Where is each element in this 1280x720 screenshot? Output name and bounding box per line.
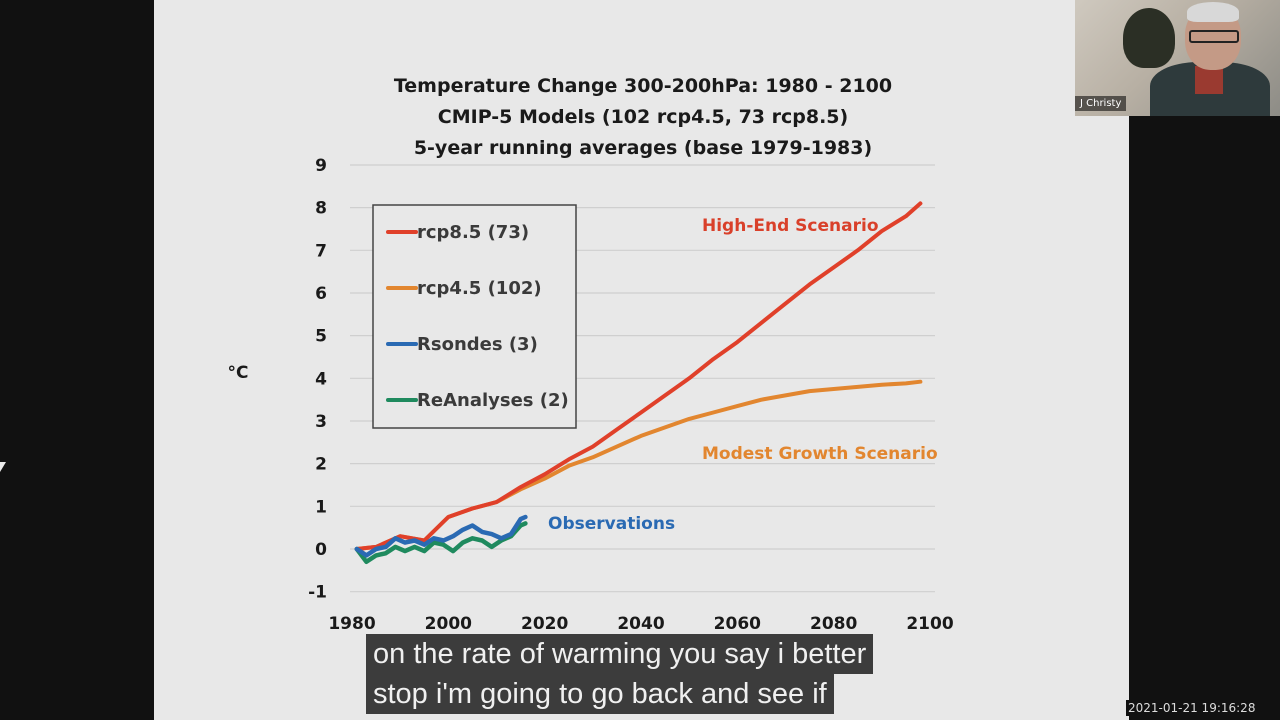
x-tick-label: 2080 <box>810 614 857 634</box>
participant-glasses <box>1189 30 1239 43</box>
legend-item-rcp85: rcp8.5 (73) <box>386 222 529 243</box>
legend-item-reanalyses: ReAnalyses (2) <box>386 390 569 411</box>
chart-legend: rcp8.5 (73) rcp4.5 (102) Rsondes (3) ReA… <box>372 204 577 429</box>
y-tick-label: 2 <box>315 455 327 475</box>
y-tick-label: 1 <box>315 497 327 517</box>
annotation-high-end-scenario: High-End Scenario <box>702 216 879 236</box>
caption-line-1: on the rate of warming you say i better <box>366 634 874 674</box>
chart-subtitle-1: CMIP-5 Models (102 rcp4.5, 73 rcp8.5) <box>438 106 848 128</box>
series-line-rcp85 <box>354 201 923 551</box>
participant-hair <box>1187 2 1239 22</box>
closed-caption: on the rate of warming you say i better … <box>366 634 874 714</box>
x-tick-label: 2040 <box>617 614 664 634</box>
series-line-rsondes <box>354 514 528 558</box>
chart-subtitle-2: 5-year running averages (base 1979-1983) <box>414 137 872 159</box>
y-tick-label: 3 <box>315 412 327 432</box>
x-tick-label: 2020 <box>521 614 568 634</box>
y-tick-label: 9 <box>315 156 327 176</box>
y-tick-label: 8 <box>315 199 327 219</box>
legend-label-reanalyses: ReAnalyses (2) <box>417 390 569 411</box>
y-tick-label: 4 <box>315 369 327 389</box>
participant-video-tile[interactable]: J Christy <box>1075 0 1280 116</box>
legend-item-rcp45: rcp4.5 (102) <box>386 278 542 299</box>
annotation-observations: Observations <box>548 514 675 534</box>
recording-timestamp: 2021-01-21 19:16:28 <box>1126 700 1258 716</box>
presentation-slide <box>154 0 1129 720</box>
legend-label-rsondes: Rsondes (3) <box>417 334 538 355</box>
y-tick-label: -1 <box>308 583 327 603</box>
y-tick-label: 6 <box>315 284 327 304</box>
legend-label-rcp45: rcp4.5 (102) <box>417 278 542 299</box>
legend-label-rcp85: rcp8.5 (73) <box>417 222 529 243</box>
y-tick-label: 5 <box>315 327 327 347</box>
participant-shirt <box>1195 66 1223 94</box>
caption-line-2: stop i'm going to go back and see if <box>366 674 834 714</box>
y-tick-label: 0 <box>315 540 327 560</box>
y-axis-label: °C <box>228 363 249 383</box>
x-tick-label: 2100 <box>906 614 953 634</box>
annotation-modest-growth-scenario: Modest Growth Scenario <box>702 444 938 464</box>
y-tick-label: 7 <box>315 241 327 261</box>
legend-item-rsondes: Rsondes (3) <box>386 334 538 355</box>
chart-title: Temperature Change 300-200hPa: 1980 - 21… <box>394 75 892 97</box>
participant-name-tag: J Christy <box>1075 96 1127 111</box>
x-tick-label: 1980 <box>328 614 375 634</box>
background-plant <box>1123 8 1175 68</box>
legend-box <box>372 204 577 429</box>
x-tick-label: 2060 <box>714 614 761 634</box>
mouse-cursor-icon <box>0 462 6 472</box>
x-tick-label: 2000 <box>425 614 472 634</box>
